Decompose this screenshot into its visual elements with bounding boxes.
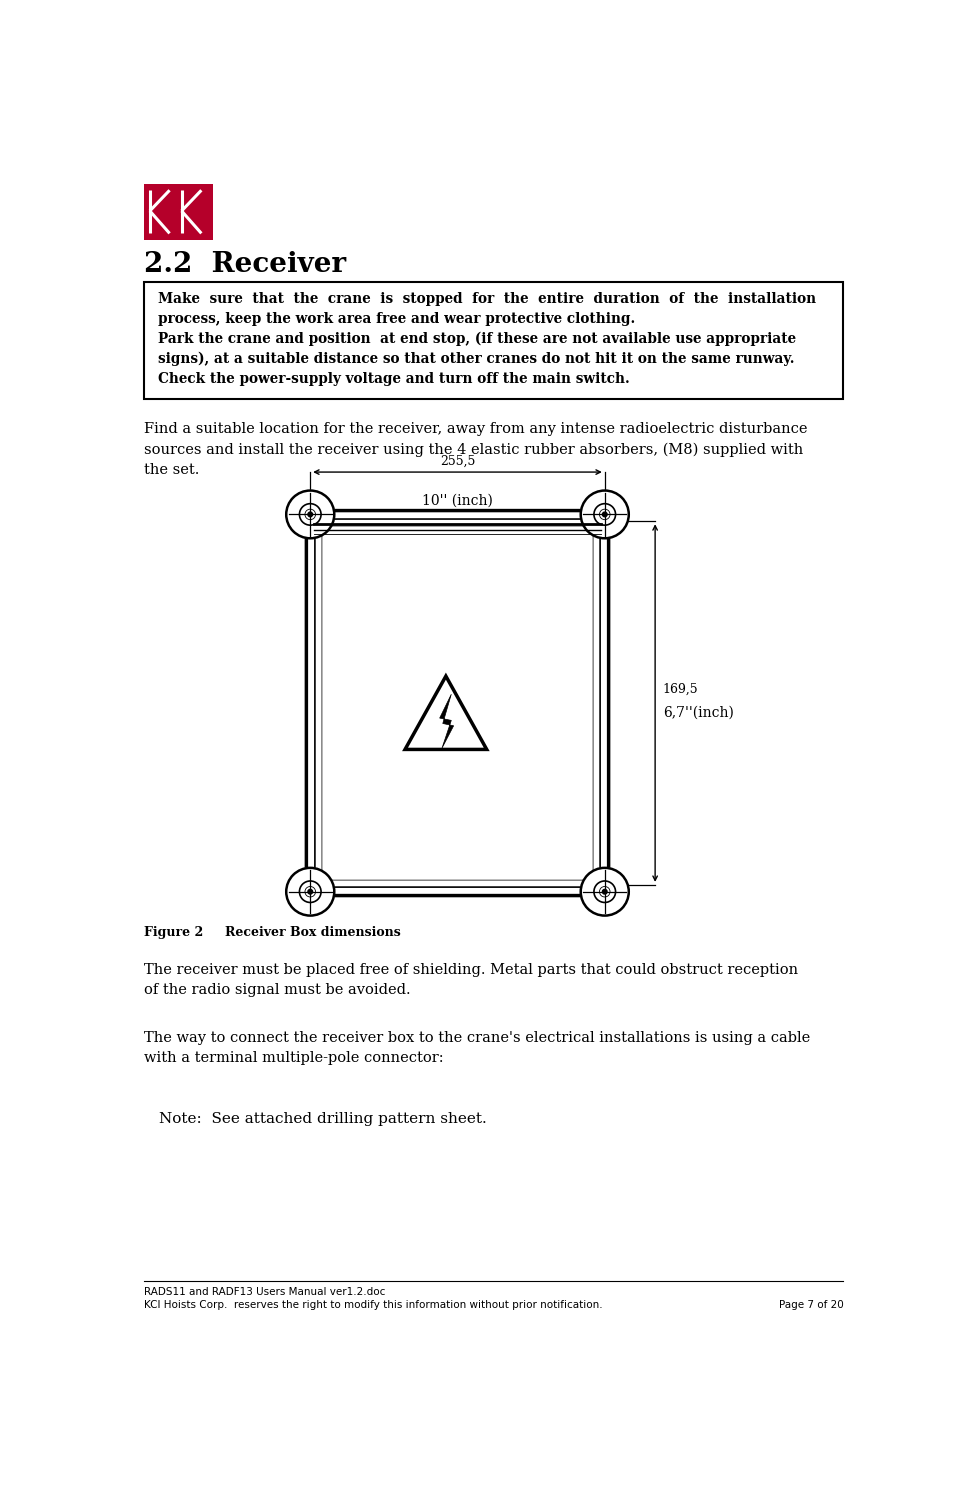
Text: Figure 2: Figure 2	[143, 927, 203, 939]
Circle shape	[308, 889, 313, 894]
Text: The way to connect the receiver box to the crane's electrical installations is u: The way to connect the receiver box to t…	[143, 1030, 810, 1065]
Text: 10'' (inch): 10'' (inch)	[422, 494, 493, 508]
Polygon shape	[440, 694, 454, 748]
Text: signs), at a suitable distance so that other cranes do not hit it on the same ru: signs), at a suitable distance so that o…	[158, 351, 794, 366]
Text: Find a suitable location for the receiver, away from any intense radioelectric d: Find a suitable location for the receive…	[143, 422, 807, 476]
Circle shape	[308, 512, 313, 517]
FancyBboxPatch shape	[315, 520, 600, 888]
Circle shape	[286, 491, 334, 538]
Text: Note:  See attached drilling pattern sheet.: Note: See attached drilling pattern shee…	[159, 1111, 487, 1126]
Text: 255,5: 255,5	[440, 455, 475, 467]
Circle shape	[581, 491, 629, 538]
Circle shape	[603, 889, 607, 894]
FancyBboxPatch shape	[322, 526, 593, 880]
Text: 2.2  Receiver: 2.2 Receiver	[143, 251, 346, 278]
Text: 169,5: 169,5	[663, 683, 698, 695]
Circle shape	[603, 512, 607, 517]
Bar	[143, 282, 844, 400]
Bar	[143, 185, 214, 239]
Circle shape	[286, 868, 334, 916]
Text: Park the crane and position  at end stop, (if these are not available use approp: Park the crane and position at end stop,…	[158, 332, 795, 347]
Bar	[310, 514, 605, 892]
Text: process, keep the work area free and wear protective clothing.: process, keep the work area free and wea…	[158, 312, 635, 326]
Text: Check the power-supply voltage and turn off the main switch.: Check the power-supply voltage and turn …	[158, 372, 630, 386]
Text: Make  sure  that  the  crane  is  stopped  for  the  entire  duration  of  the  : Make sure that the crane is stopped for …	[158, 291, 816, 306]
Polygon shape	[405, 676, 486, 749]
Text: 6,7''(inch): 6,7''(inch)	[663, 706, 734, 719]
Text: Page 7 of 20: Page 7 of 20	[779, 1299, 844, 1310]
Text: KCI Hoists Corp.  reserves the right to modify this information without prior no: KCI Hoists Corp. reserves the right to m…	[143, 1299, 602, 1310]
FancyBboxPatch shape	[306, 511, 609, 895]
Text: RADS11 and RADF13 Users Manual ver1.2.doc: RADS11 and RADF13 Users Manual ver1.2.do…	[143, 1287, 385, 1296]
Text: Receiver Box dimensions: Receiver Box dimensions	[225, 927, 401, 939]
Circle shape	[581, 868, 629, 916]
Text: The receiver must be placed free of shielding. Metal parts that could obstruct r: The receiver must be placed free of shie…	[143, 963, 797, 997]
